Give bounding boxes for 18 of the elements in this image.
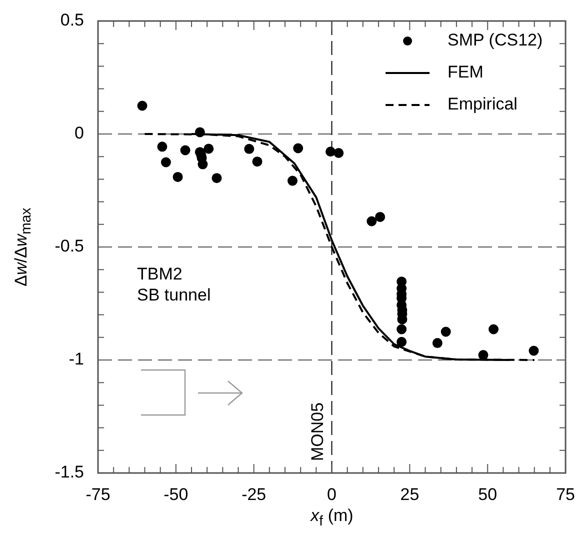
annotation: TBM2 SB tunnel bbox=[137, 264, 211, 305]
y-tick-label: 0 bbox=[74, 124, 84, 143]
legend-label: FEM bbox=[448, 62, 484, 82]
y-tick-label: -1.5 bbox=[54, 462, 84, 482]
y-tick-label: 0.5 bbox=[60, 10, 84, 30]
x-tick-label: 50 bbox=[478, 484, 498, 504]
y-tick-label: -1 bbox=[68, 350, 84, 369]
x-axis-title: x$_{f}$ (m) bbox=[309, 506, 354, 532]
x-tick-label: 0 bbox=[327, 484, 337, 504]
x-tick-label: 25 bbox=[400, 484, 420, 504]
ref-line-label: MON05 bbox=[308, 402, 327, 461]
x-tick-label: -75 bbox=[86, 484, 110, 504]
x-tick-label: 75 bbox=[556, 484, 576, 504]
x-tick-label: -50 bbox=[164, 484, 188, 504]
legend-label: SMP (CS12) bbox=[448, 30, 543, 50]
y-tick-label: -0.5 bbox=[54, 236, 84, 256]
legend-label: Empirical bbox=[448, 94, 518, 114]
x-tick-label: -25 bbox=[242, 484, 266, 504]
